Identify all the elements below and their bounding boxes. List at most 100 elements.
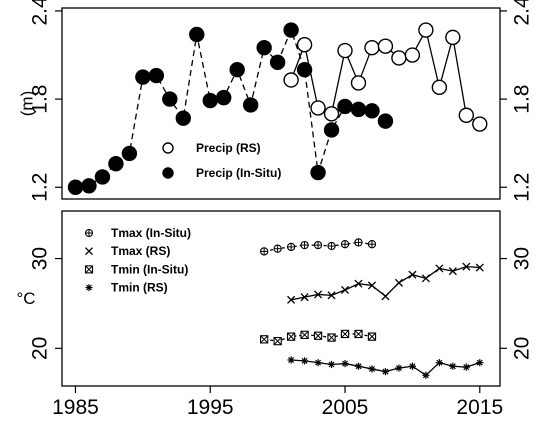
y-tick-label-left: 1.2 — [29, 173, 52, 202]
data-point — [287, 356, 295, 364]
data-point — [310, 100, 326, 116]
data-point — [273, 336, 282, 346]
plot-frame — [61, 7, 501, 200]
data-point — [354, 362, 363, 370]
data-point — [108, 156, 124, 172]
data-point — [377, 113, 394, 129]
legend-marker — [84, 228, 94, 238]
data-point — [121, 145, 138, 162]
data-point — [283, 22, 299, 38]
data-point — [67, 179, 84, 195]
y-axis-title: (m) — [18, 91, 37, 116]
x-tick-label: 2015 — [456, 396, 503, 419]
legend-marker — [84, 265, 94, 274]
data-point — [273, 244, 282, 253]
data-point — [391, 50, 407, 66]
data-point — [81, 178, 97, 194]
data-point — [162, 91, 178, 107]
x-tick-label: 1985 — [52, 396, 99, 419]
series-tmin-rs — [287, 356, 484, 379]
data-point — [189, 26, 205, 43]
data-point — [340, 329, 350, 339]
data-point — [323, 122, 340, 138]
data-point — [472, 116, 488, 132]
y-tick-label-right: 1.8 — [511, 84, 534, 113]
data-point — [296, 62, 313, 78]
temperature-panel: 20 20 30 30 °C 1985 1995 2005 2015 Tmax (In-Situ)… — [16, 210, 534, 419]
data-point — [313, 331, 323, 340]
data-point — [202, 92, 218, 109]
data-point — [260, 247, 269, 256]
data-point — [364, 103, 380, 119]
y-tick-label-right: 2.4 — [511, 0, 534, 26]
data-point — [337, 98, 353, 115]
legend-label: Tmax (RS) — [111, 244, 170, 258]
data-point — [296, 37, 313, 53]
legend-marker — [162, 167, 174, 179]
legend-label: Tmin (In-Situ) — [111, 262, 188, 276]
y-axis-title: °C — [16, 289, 35, 308]
data-point — [350, 75, 367, 91]
y-tick-label-right: 1.2 — [511, 173, 534, 202]
legend-marker — [85, 284, 93, 292]
data-point — [327, 291, 336, 300]
data-point — [323, 106, 340, 122]
data-point — [421, 274, 430, 283]
precip-panel: 1.2 1.21.8 1.82.4 2.4(m)Precip (RS)Precip (… — [18, 0, 534, 202]
data-point — [364, 39, 380, 56]
data-point — [175, 110, 191, 126]
plot-frame — [61, 210, 501, 387]
legend-label: Precip (In-Situ) — [196, 166, 281, 180]
y-tick-label-right: 20 — [511, 337, 534, 360]
legend-label: Precip (RS) — [196, 141, 261, 155]
legend: Precip (RS) Precip (In-Situ) — [162, 141, 281, 180]
series-precip-in-situ — [67, 22, 394, 195]
data-point — [269, 54, 286, 71]
data-point — [367, 240, 377, 249]
data-point — [462, 363, 470, 371]
data-point — [408, 362, 416, 370]
data-point — [367, 332, 377, 341]
legend-marker — [162, 142, 174, 154]
data-point — [340, 285, 350, 295]
data-point — [300, 240, 309, 250]
data-point — [476, 359, 484, 367]
data-point — [310, 164, 326, 181]
data-point — [341, 359, 349, 368]
data-point — [377, 38, 394, 54]
legend: Tmax (In-Situ) Tmax (RS) Tmin (In-Situ) Tmi… — [84, 226, 191, 295]
data-point — [286, 242, 296, 252]
data-point — [313, 240, 323, 250]
data-point — [340, 240, 350, 249]
data-point — [242, 97, 259, 113]
data-point — [449, 362, 457, 370]
data-point — [337, 42, 353, 59]
data-point — [435, 359, 443, 367]
data-point — [216, 89, 232, 106]
data-point — [300, 293, 309, 302]
data-point — [354, 329, 363, 339]
data-point — [300, 330, 309, 339]
data-point — [286, 332, 296, 341]
data-point — [135, 69, 151, 85]
data-point — [314, 359, 322, 367]
data-point — [256, 39, 272, 56]
data-point — [354, 238, 363, 247]
series-tmax-in-situ — [260, 238, 377, 256]
series-tmax-rs — [287, 262, 484, 304]
legend-label: Tmin (RS) — [111, 281, 168, 295]
y-tick-label-left: 1.8 — [29, 84, 52, 113]
data-point — [418, 22, 434, 38]
data-point — [394, 278, 403, 287]
data-point — [300, 357, 309, 365]
data-point — [314, 290, 323, 299]
data-point — [462, 262, 471, 271]
data-point — [381, 368, 390, 376]
data-point — [445, 29, 461, 46]
data-point — [94, 169, 111, 185]
data-point — [368, 365, 376, 373]
data-point — [422, 371, 430, 379]
data-point — [475, 263, 484, 272]
data-point — [458, 107, 475, 123]
